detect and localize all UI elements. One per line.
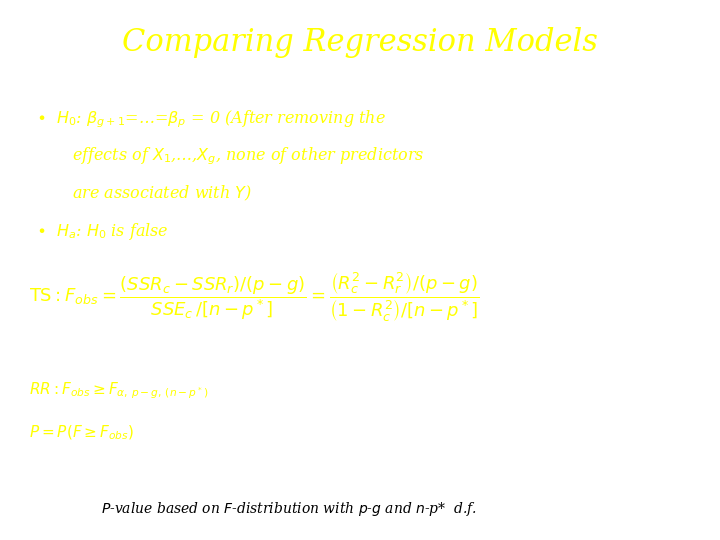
Text: are associated with $Y$): are associated with $Y$) — [72, 184, 252, 203]
Text: $P$-value based on $F$-distribution with $p$-$g$ and $n$-p*  d.f.: $P$-value based on $F$-distribution with… — [101, 500, 477, 517]
Text: $\bullet$  $H_a$: $H_0$ is false: $\bullet$ $H_a$: $H_0$ is false — [36, 221, 168, 242]
Text: $RR: F_{obs} \geq F_{\alpha,\,p-g,\,(n-p^*)}$: $RR: F_{obs} \geq F_{\alpha,\,p-g,\,(n-p… — [29, 381, 208, 401]
Text: $P = P(F \geq F_{obs})$: $P = P(F \geq F_{obs})$ — [29, 424, 134, 442]
Text: $\mathrm{TS}: F_{obs} = \dfrac{(SSR_c - SSR_r)/(p-g)}{SSE_c\,/[n-p^*]} = \dfrac{: $\mathrm{TS}: F_{obs} = \dfrac{(SSR_c - … — [29, 270, 480, 323]
Text: Comparing Regression Models: Comparing Regression Models — [122, 27, 598, 58]
Text: effects of $X_1$,…,$X_g$, none of other predictors: effects of $X_1$,…,$X_g$, none of other … — [72, 146, 425, 167]
Text: $\bullet$  $H_0$: $\beta_{g+1}$=…=$\beta_p$ = 0 (After removing the: $\bullet$ $H_0$: $\beta_{g+1}$=…=$\beta_… — [36, 108, 386, 130]
